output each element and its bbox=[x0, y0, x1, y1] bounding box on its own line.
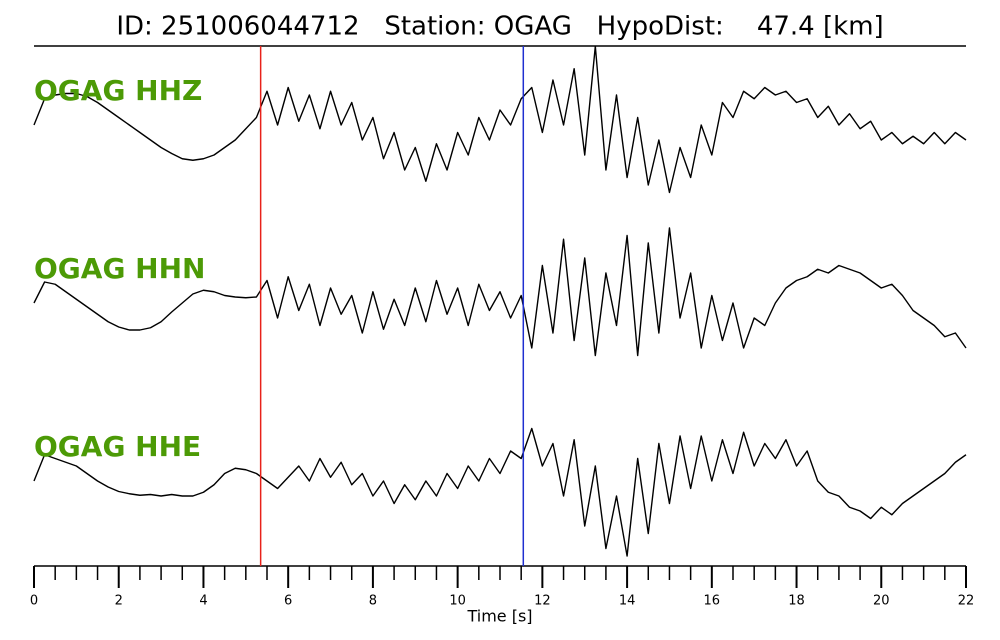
x-tick-label: 22 bbox=[958, 594, 975, 609]
x-axis-label: Time [s] bbox=[466, 607, 532, 626]
x-tick-label: 16 bbox=[704, 594, 721, 609]
x-tick-label: 12 bbox=[534, 594, 551, 609]
x-tick-label: 4 bbox=[199, 594, 207, 609]
x-tick-label: 0 bbox=[30, 594, 38, 609]
waveform bbox=[33, 45, 967, 194]
x-tick-label: 20 bbox=[873, 594, 890, 609]
x-tick-label: 8 bbox=[369, 594, 377, 609]
trace-label: OGAG HHE bbox=[34, 430, 201, 463]
trace-label: OGAG HHZ bbox=[34, 74, 202, 107]
waveform bbox=[33, 227, 967, 357]
x-tick-label: 14 bbox=[619, 594, 636, 609]
x-tick-label: 18 bbox=[788, 594, 805, 609]
x-tick-label: 2 bbox=[115, 594, 123, 609]
trace-label: OGAG HHN bbox=[34, 252, 206, 285]
x-tick-label: 6 bbox=[284, 594, 292, 609]
waveform bbox=[33, 427, 967, 557]
chart-title: ID: 251006044712 Station: OGAG HypoDist:… bbox=[116, 12, 883, 42]
x-tick-label: 10 bbox=[449, 594, 466, 609]
